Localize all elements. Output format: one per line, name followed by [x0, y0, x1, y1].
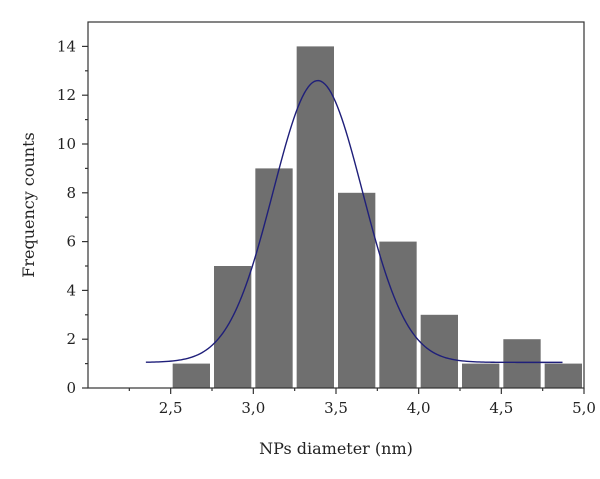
x-tick-label: 3,5 [324, 399, 348, 417]
y-tick-label: 10 [57, 135, 76, 153]
histogram-bar [255, 168, 293, 388]
y-tick-label: 14 [57, 37, 76, 55]
plot-frame [87, 21, 585, 389]
histogram-bar [544, 363, 582, 388]
histogram-bar [338, 192, 376, 388]
x-tick-label: 4,0 [407, 399, 431, 417]
histogram-bar [503, 339, 541, 388]
x-tick-label: 2,5 [159, 399, 183, 417]
x-axis-title: NPs diameter (nm) [259, 439, 413, 458]
y-axis-title: Frequency counts [19, 132, 38, 277]
y-tick-label: 6 [66, 233, 76, 251]
fit-curve [145, 79, 563, 364]
histogram-bar [296, 46, 334, 389]
histogram-bar [379, 241, 417, 388]
bars-group [172, 46, 582, 389]
x-tick-label: 4,5 [489, 399, 513, 417]
y-axis: 0 2 4 6 8 10 12 14 [57, 37, 88, 397]
y-tick-label: 0 [66, 379, 76, 397]
y-tick-label: 2 [66, 330, 76, 348]
x-tick-label: 3,0 [241, 399, 265, 417]
y-tick-label: 12 [57, 86, 76, 104]
histogram-bar [462, 363, 500, 388]
x-axis: 2,5 3,0 3,5 4,0 4,5 5,0 [128, 388, 596, 417]
x-tick-label: 5,0 [572, 399, 596, 417]
histogram-bar [420, 314, 458, 388]
y-tick-label: 8 [66, 184, 76, 202]
y-tick-label: 4 [66, 281, 76, 299]
histogram-bar [172, 363, 210, 388]
